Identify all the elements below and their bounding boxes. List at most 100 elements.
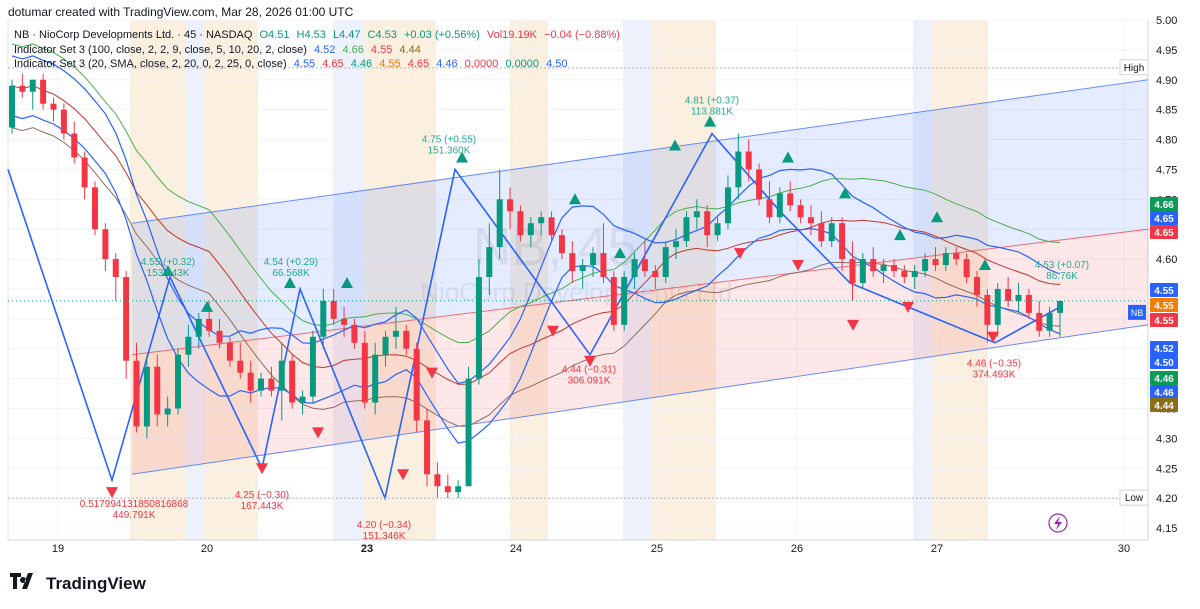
- legend-indicator-1[interactable]: Indicator Set 3 (100, close, 2, 2, 9, cl…: [14, 43, 620, 58]
- session-band: [363, 20, 436, 540]
- ma-brown: [11, 127, 1061, 427]
- indicator-1-label: Indicator Set 3 (100, close, 2, 2, 9, cl…: [14, 43, 307, 56]
- candle-up: [724, 187, 731, 224]
- pivot-label: 4.20 (−0.34): [357, 520, 411, 531]
- candle-down: [963, 259, 970, 278]
- x-tick-label: 19: [52, 543, 64, 555]
- sell-signal-arrow: [426, 367, 438, 379]
- candle-up: [828, 223, 835, 242]
- high-level-label: High: [1124, 63, 1145, 74]
- candle-down: [652, 271, 659, 278]
- candle-down: [901, 271, 908, 278]
- y-tick-label: 4.30: [1156, 433, 1177, 445]
- indicator-2-value: 4.65: [407, 58, 430, 70]
- candle-down: [745, 151, 752, 170]
- legend: NB · NioCorp Developments Ltd. · 45 · NA…: [14, 28, 620, 72]
- indicator-2-value: 4.55: [293, 58, 316, 70]
- pivot-volume-label: 113.881K: [691, 107, 733, 118]
- candle-down: [102, 229, 109, 260]
- candle-down: [71, 133, 78, 158]
- pivot-volume-label: 167.443K: [241, 501, 284, 512]
- candle-up: [994, 288, 1001, 325]
- candle-down: [19, 85, 26, 92]
- price-tag-box: [1150, 398, 1178, 412]
- y-tick-label: 4.85: [1156, 105, 1177, 117]
- candle-down: [1036, 312, 1043, 331]
- tradingview-logo-icon: [10, 573, 40, 594]
- candle-down: [558, 235, 565, 254]
- candle-up: [735, 151, 742, 188]
- low-level-box: [1119, 489, 1149, 506]
- pivot-volume-label: 151.346K: [363, 531, 406, 542]
- buy-signal-arrow: [839, 187, 851, 199]
- candle-up: [859, 259, 866, 283]
- sell-signal-arrow: [547, 325, 559, 337]
- pivot-volume-label: 153.043K: [147, 268, 190, 279]
- x-tick-label: 30: [1118, 543, 1130, 555]
- buy-signal-arrow: [669, 139, 681, 151]
- buy-signal-arrow: [284, 276, 296, 288]
- pivot-volume-label: 86.76K: [1046, 271, 1078, 282]
- y-tick-label: 4.20: [1156, 493, 1177, 505]
- candle-up: [922, 259, 929, 272]
- candle-down: [1025, 294, 1032, 313]
- pivot-label: 4.46 (−0.35): [967, 359, 1021, 370]
- candle-down: [434, 474, 441, 487]
- candle-down: [216, 330, 223, 343]
- candle-up: [9, 85, 15, 128]
- candle-down: [40, 79, 47, 104]
- pivot-volume-label: 449.791K: [113, 510, 156, 521]
- price-tag: 4.65: [1154, 214, 1174, 225]
- legend-change: +0.03 (+0.56%): [403, 29, 480, 41]
- candle-up: [1046, 312, 1053, 331]
- candle-up: [258, 378, 265, 391]
- candle-up: [1015, 294, 1022, 301]
- sell-signal-arrow: [847, 319, 859, 331]
- legend-symbol-row[interactable]: NB · NioCorp Developments Ltd. · 45 · NA…: [14, 28, 620, 43]
- x-tick-label: 25: [651, 543, 663, 555]
- candle-up: [143, 366, 150, 427]
- legend-volume: Vol19.19K: [486, 29, 538, 41]
- x-tick-label: 26: [791, 543, 803, 555]
- pivot-label: 4.81 (+0.37): [685, 96, 739, 107]
- y-tick-label: 4.80: [1156, 135, 1177, 147]
- candle-up: [29, 79, 36, 92]
- legend-indicator-2[interactable]: Indicator Set 3 (20, SMA, close, 2, 20, …: [14, 57, 620, 72]
- price-tag-box: [1150, 298, 1178, 312]
- price-tag: 4.44: [1154, 401, 1174, 412]
- candle-up: [455, 486, 462, 493]
- tradingview-brand: TradingView: [46, 574, 146, 593]
- candle-up: [673, 241, 680, 248]
- buy-signal-arrow: [201, 300, 213, 312]
- channel-upper-line: [131, 79, 1149, 224]
- price-tag-box: [1150, 371, 1178, 385]
- candle-down: [330, 300, 337, 319]
- candle-down: [610, 277, 617, 325]
- pivot-label: 4.25 (−0.30): [235, 490, 289, 501]
- y-tick-label: 4.95: [1156, 45, 1177, 57]
- price-tag-box: [1150, 355, 1178, 369]
- tradingview-footer[interactable]: TradingView: [10, 573, 146, 594]
- legend-high: H4.53: [296, 29, 326, 41]
- candle-down: [548, 217, 555, 236]
- candle-up: [392, 330, 399, 337]
- price-tag-box: [1150, 225, 1178, 239]
- sell-signal-arrow: [312, 427, 324, 439]
- ma-red: [11, 85, 1061, 385]
- session-band: [130, 20, 185, 540]
- candle-down: [849, 259, 856, 283]
- indicator-2-value: 4.46: [436, 58, 458, 70]
- candle-up: [662, 247, 669, 278]
- y-tick-label: 4.25: [1156, 463, 1177, 475]
- candle-up: [299, 396, 306, 403]
- symbol-badge: NB: [1131, 308, 1144, 318]
- candle-down: [268, 378, 275, 391]
- indicator-1-value: 4.55: [370, 43, 393, 56]
- buy-signal-arrow: [162, 265, 174, 277]
- candle-down: [953, 253, 960, 260]
- candle-up: [185, 336, 192, 355]
- zigzag-line: [7, 132, 1061, 501]
- lightning-icon-glyph: [1054, 516, 1062, 530]
